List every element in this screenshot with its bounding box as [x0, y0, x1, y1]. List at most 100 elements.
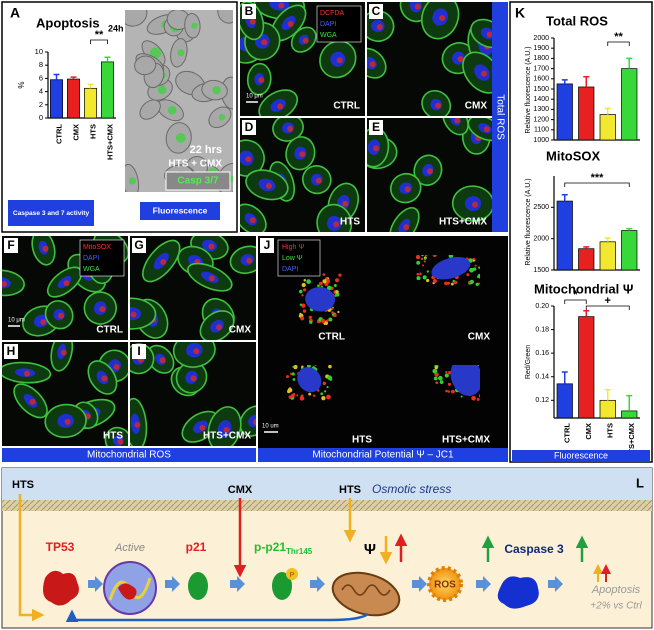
- cells: [286, 365, 333, 401]
- mito-dot: [338, 273, 342, 277]
- stain-box: [165, 171, 231, 191]
- cell: [125, 10, 148, 27]
- casp-signal: [191, 22, 198, 29]
- legend-label: DAPI: [320, 21, 336, 28]
- mito-dot: [335, 278, 340, 283]
- letter-box: [132, 238, 146, 253]
- ros-signal: [373, 145, 380, 152]
- cell-group: [367, 2, 492, 116]
- ros-signal: [113, 363, 120, 370]
- y-tick-label: 2: [39, 100, 43, 109]
- cell-group: [130, 342, 256, 446]
- mito-dot: [325, 277, 328, 280]
- bar: [578, 316, 595, 419]
- bar: [578, 248, 595, 271]
- node-label: p21: [186, 540, 207, 554]
- cells: [298, 273, 342, 325]
- ros-signal: [101, 375, 108, 382]
- y-tick-label: 2000: [533, 236, 549, 243]
- mito-dot: [469, 267, 474, 273]
- phospho-group: [286, 568, 298, 580]
- mito-dot: [335, 290, 339, 294]
- mito-dot: [322, 381, 327, 386]
- cells: [367, 2, 492, 116]
- mito-dot: [328, 365, 332, 369]
- y-tick-label: 0.12: [535, 397, 549, 404]
- ros-signal: [193, 348, 200, 355]
- casp-signal: [212, 85, 221, 95]
- ros-signal: [439, 15, 446, 22]
- ros-signal: [278, 2, 285, 9]
- mito-dot: [423, 257, 427, 260]
- ros-signal: [216, 324, 223, 331]
- ros-signal: [486, 31, 492, 38]
- mito-dot: [314, 365, 317, 366]
- ros-signal: [60, 349, 67, 356]
- bar: [556, 83, 573, 141]
- mito-dot: [439, 380, 444, 385]
- casp-signal: [157, 85, 167, 95]
- x-tick-label: HTS+CMX: [105, 124, 114, 160]
- mito-dot: [301, 294, 304, 297]
- letter-box: [4, 238, 18, 253]
- mito-dot: [303, 288, 307, 292]
- ros-signal: [342, 200, 349, 207]
- condition-label: CTRL: [96, 325, 123, 336]
- mito-dot: [326, 394, 331, 400]
- ros-signal: [265, 182, 272, 189]
- ros-signal: [336, 57, 343, 64]
- badge: [258, 448, 508, 462]
- badge: [2, 448, 256, 462]
- letter-box: [242, 4, 256, 19]
- mito-dot: [434, 365, 438, 370]
- letter-box: [260, 238, 274, 253]
- mito-dot: [478, 266, 480, 269]
- legend-label: High Ψ: [282, 244, 304, 251]
- mito-dot: [423, 260, 426, 263]
- cells: [240, 118, 360, 232]
- mito-dot: [327, 375, 332, 381]
- x-tick-label: CTRL: [563, 423, 572, 443]
- cell-group: [432, 365, 480, 401]
- stain-label: Casp 3/7: [177, 176, 219, 187]
- cells: [367, 118, 492, 232]
- error-bar: [583, 76, 590, 87]
- legend-label: MitoSOX: [83, 244, 111, 251]
- mito-dot: [422, 264, 425, 267]
- condition-label: CTRL: [333, 101, 360, 112]
- cells: [130, 342, 256, 446]
- mito-dot: [466, 273, 470, 277]
- y-tick-label: 1400: [533, 96, 549, 103]
- mito-dot: [333, 313, 337, 317]
- legend-label: WGA: [320, 32, 337, 39]
- significance-label: ***: [591, 172, 605, 184]
- bar: [84, 87, 97, 119]
- y-tick-label: 0.18: [535, 326, 549, 333]
- node-label: Apoptosis: [591, 584, 641, 596]
- ros-signal: [302, 37, 309, 44]
- side-strip: [492, 2, 508, 232]
- mito-dot: [321, 396, 326, 401]
- scale-label: 10 μm: [246, 94, 263, 100]
- letter-box: [4, 344, 18, 359]
- flow-arrow: [310, 576, 325, 592]
- ros-signal: [160, 259, 167, 266]
- significance-bracket: [90, 39, 108, 44]
- bar: [556, 383, 573, 419]
- ros-signal: [426, 168, 433, 175]
- cells: [415, 255, 480, 287]
- significance-bracket: [564, 182, 630, 187]
- caspase-protein: [497, 576, 539, 609]
- casp-signal: [218, 114, 226, 121]
- mito-dot: [422, 275, 427, 280]
- mito-dot: [416, 272, 420, 276]
- mito-dot: [447, 390, 451, 393]
- mito-dot: [301, 282, 306, 288]
- flow-arrow: [88, 576, 103, 592]
- mito-dot: [450, 282, 454, 286]
- pp21-protein: [272, 572, 292, 600]
- mito-dot: [320, 318, 326, 324]
- y-tick-label: 10: [35, 47, 43, 56]
- ros-signal: [208, 275, 215, 282]
- ros-signal: [376, 23, 383, 30]
